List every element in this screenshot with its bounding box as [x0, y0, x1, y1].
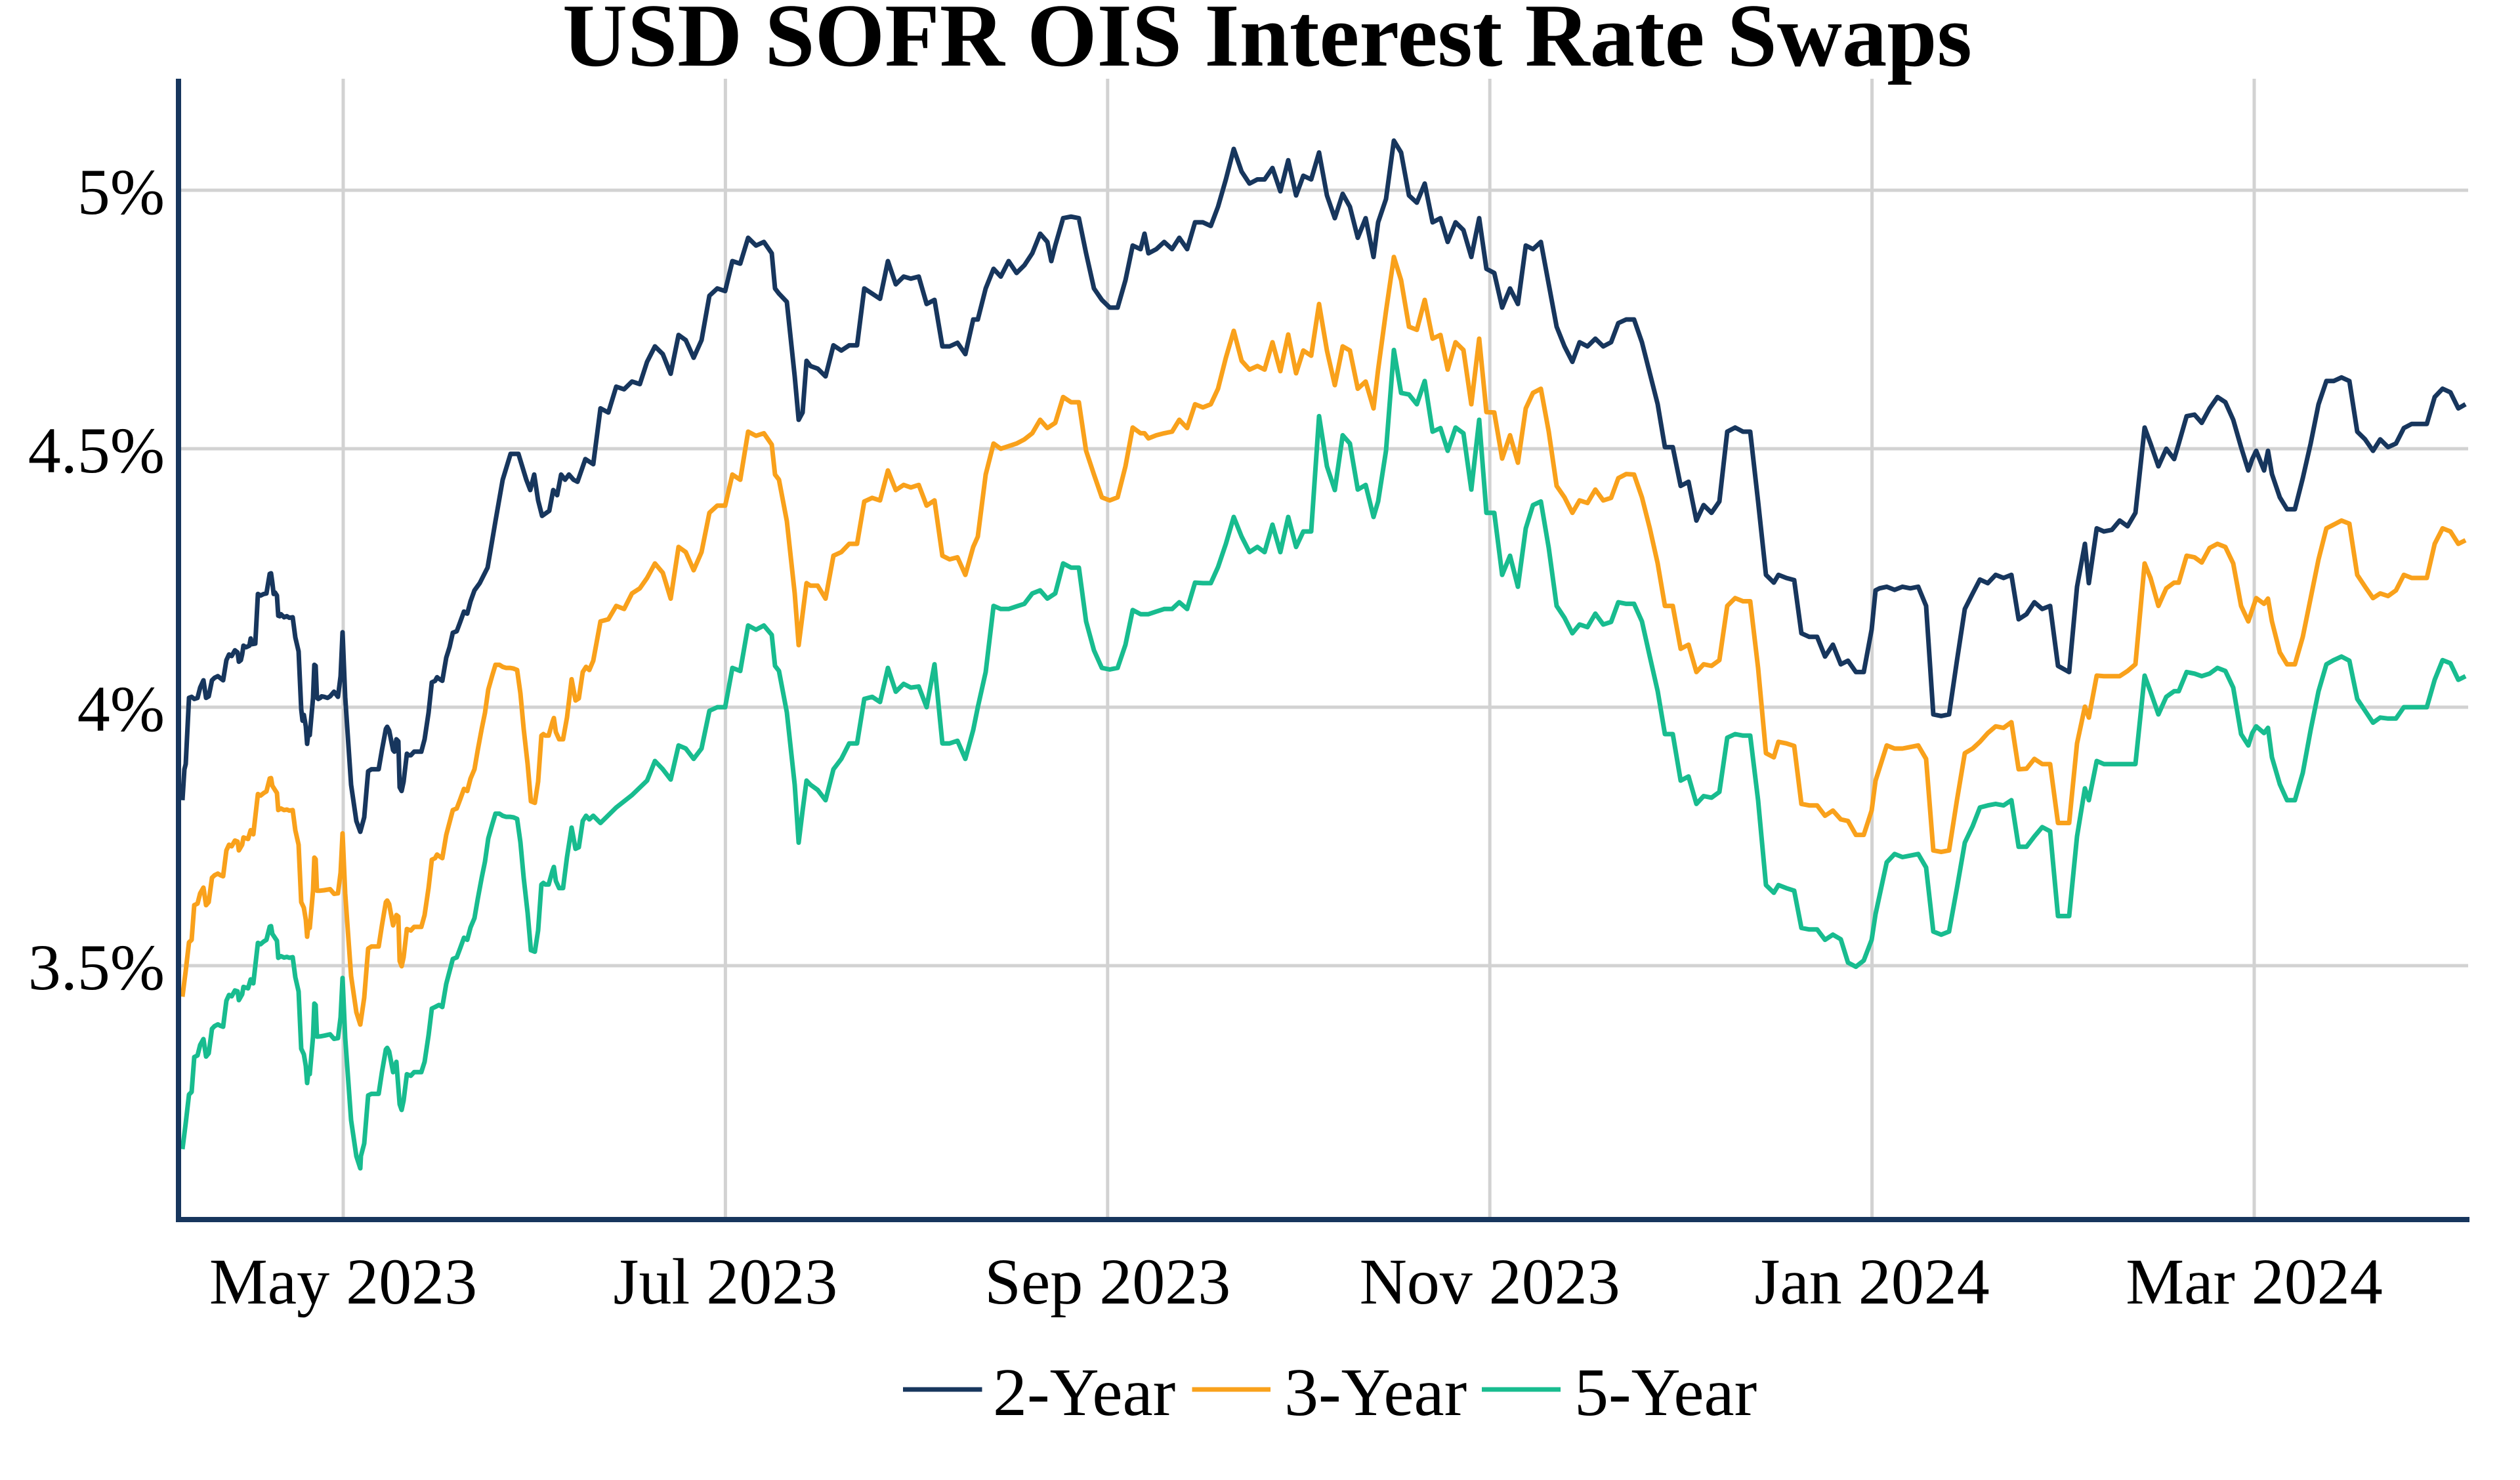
svg-text:4%: 4%	[77, 672, 165, 745]
svg-text:3.5%: 3.5%	[28, 931, 165, 1004]
svg-text:2-Year: 2-Year	[993, 1355, 1175, 1430]
svg-text:Sep 2023: Sep 2023	[984, 1245, 1230, 1318]
svg-text:5-Year: 5-Year	[1574, 1355, 1757, 1430]
svg-text:May 2023: May 2023	[209, 1245, 477, 1318]
svg-text:5%: 5%	[77, 155, 165, 228]
svg-text:4.5%: 4.5%	[28, 414, 165, 487]
svg-text:USD SOFR OIS Interest Rate Swa: USD SOFR OIS Interest Rate Swaps	[562, 0, 1972, 85]
svg-text:Jan 2024: Jan 2024	[1754, 1245, 1989, 1318]
svg-text:3-Year: 3-Year	[1284, 1355, 1467, 1430]
svg-text:Jul 2023: Jul 2023	[614, 1245, 838, 1318]
svg-text:Nov 2023: Nov 2023	[1360, 1245, 1620, 1318]
svg-text:Mar 2024: Mar 2024	[2126, 1245, 2383, 1318]
